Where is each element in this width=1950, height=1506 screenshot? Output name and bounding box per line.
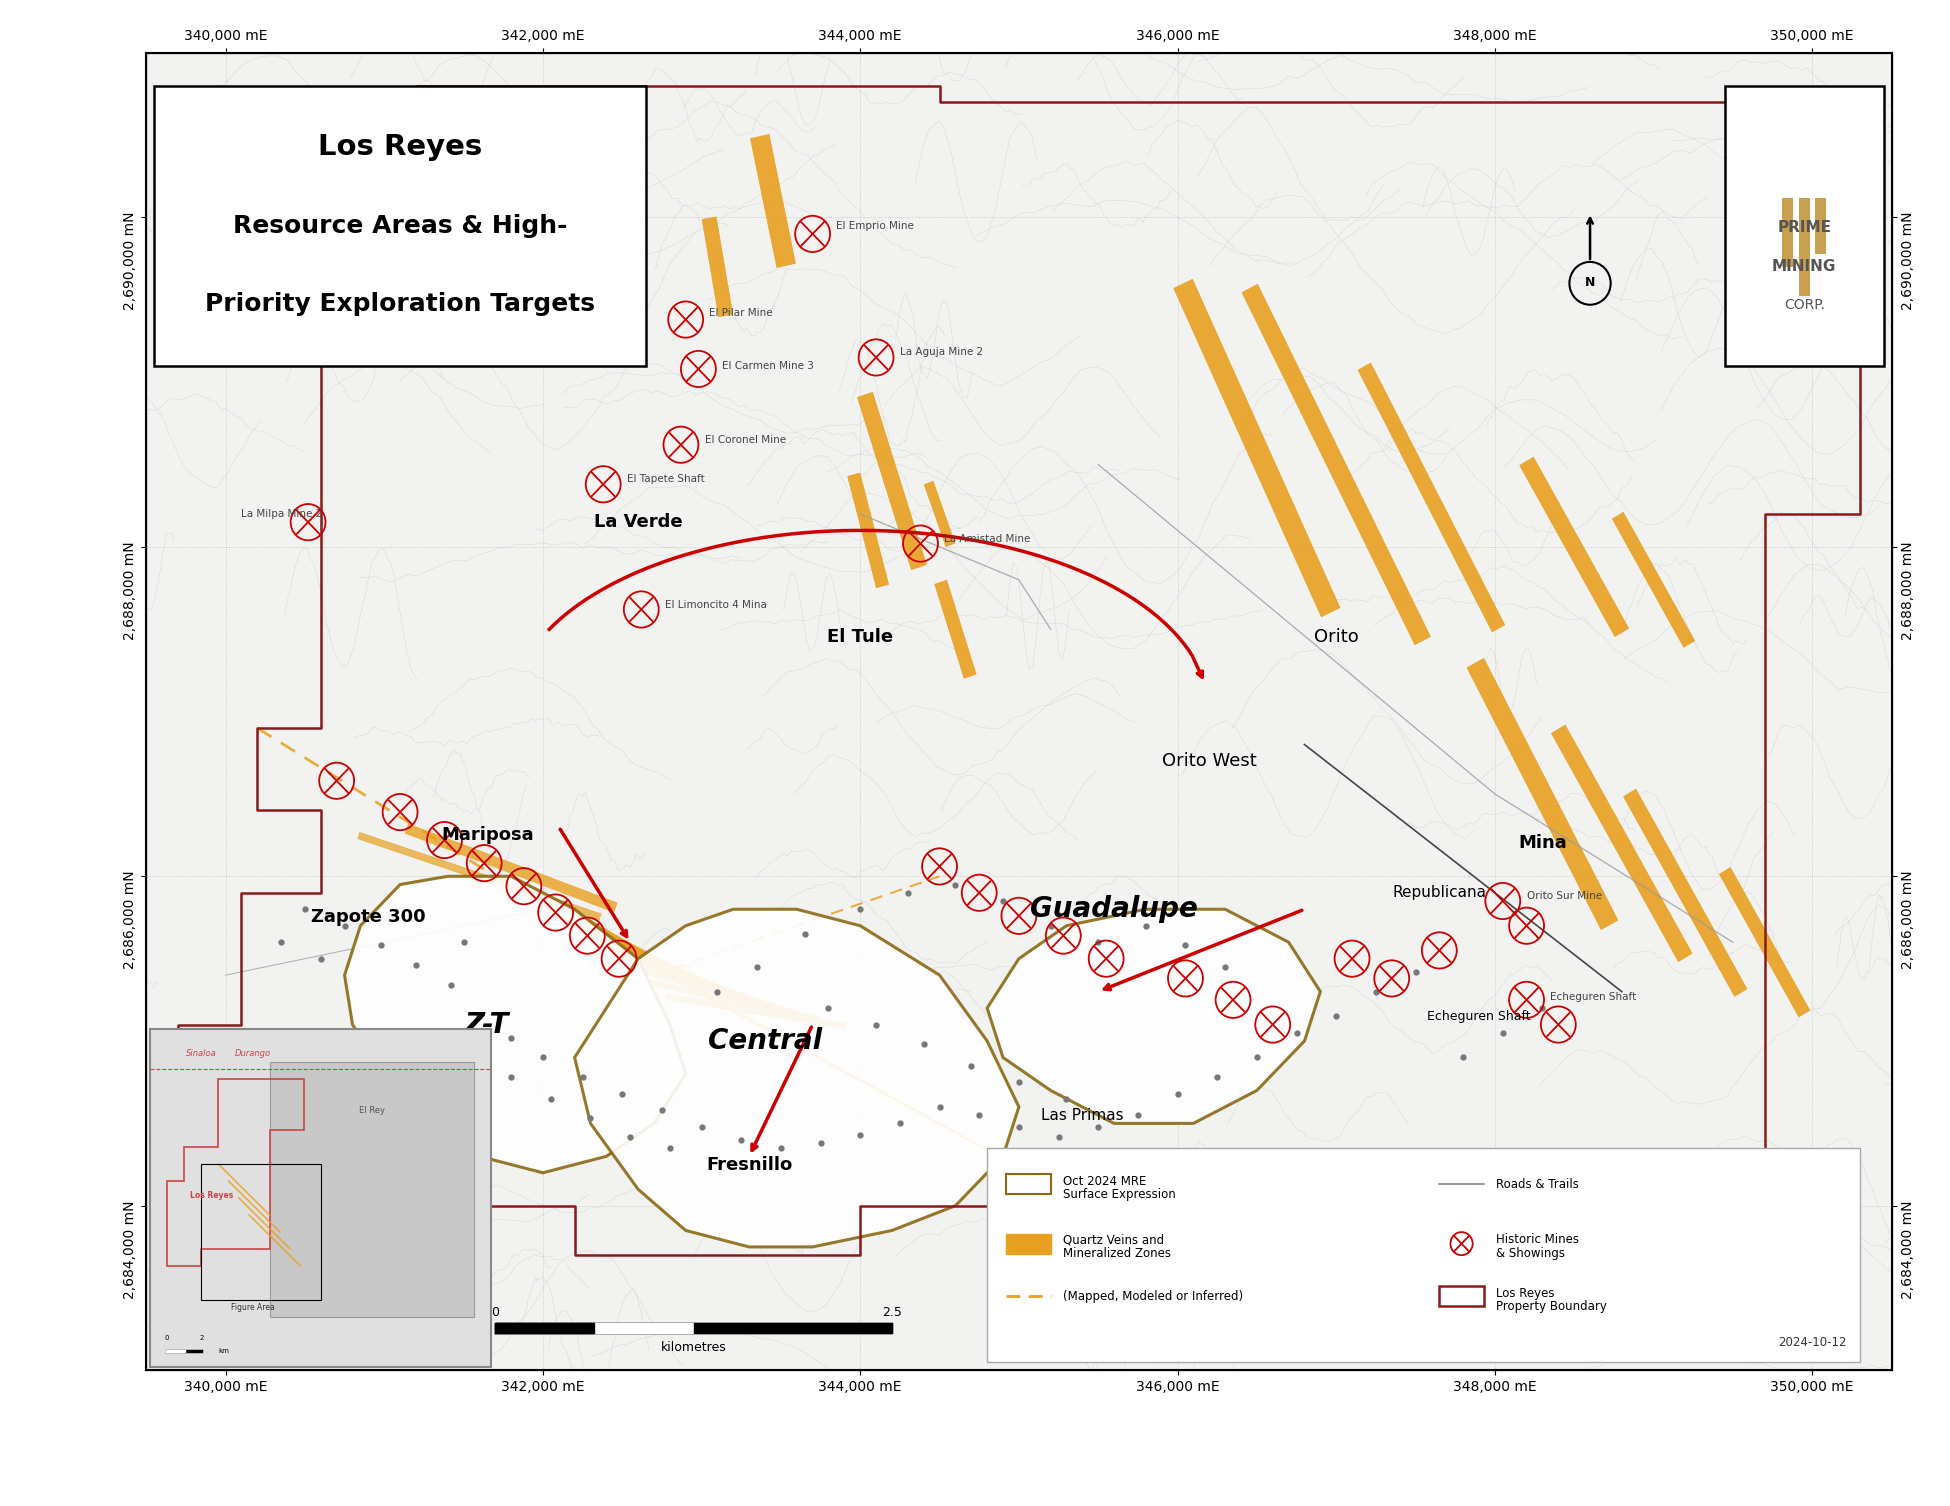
Polygon shape: [987, 910, 1320, 1123]
Text: Property Boundary: Property Boundary: [1496, 1300, 1607, 1313]
Text: Roads & Trails: Roads & Trails: [1496, 1178, 1580, 1191]
Text: Sinaloa: Sinaloa: [185, 1048, 216, 1057]
Text: Surface Expression: Surface Expression: [1063, 1188, 1176, 1200]
Text: Orito West: Orito West: [1162, 751, 1256, 770]
Text: Mineralized Zones: Mineralized Zones: [1063, 1247, 1172, 1261]
Polygon shape: [934, 580, 977, 678]
Text: La Verde: La Verde: [595, 514, 682, 532]
Polygon shape: [1357, 363, 1505, 633]
Text: El Emprio Mine: El Emprio Mine: [837, 221, 915, 230]
Text: 0: 0: [491, 1306, 499, 1319]
Text: Historic Mines: Historic Mines: [1496, 1233, 1580, 1245]
Text: N: N: [1585, 276, 1595, 289]
Text: CORP.: CORP.: [1784, 298, 1825, 312]
Text: Los Reyes: Los Reyes: [318, 133, 482, 161]
Text: PRIME: PRIME: [1776, 220, 1831, 235]
Text: El Pilar Mine: El Pilar Mine: [710, 307, 772, 318]
Text: La Amistad Mine: La Amistad Mine: [944, 533, 1032, 544]
Text: La Aguja Mine 2: La Aguja Mine 2: [899, 348, 983, 357]
Polygon shape: [1624, 789, 1747, 997]
Bar: [1439, 1286, 1484, 1306]
Polygon shape: [924, 482, 956, 547]
Polygon shape: [1242, 285, 1431, 645]
Polygon shape: [575, 910, 1018, 1247]
Text: MINING: MINING: [1773, 259, 1837, 274]
Polygon shape: [848, 473, 889, 587]
Bar: [201, 1164, 320, 1300]
Text: Fresnillo: Fresnillo: [706, 1155, 792, 1173]
Text: 2024-10-12: 2024-10-12: [1778, 1336, 1847, 1349]
Polygon shape: [345, 876, 686, 1173]
Polygon shape: [406, 824, 616, 913]
Bar: [1006, 1233, 1051, 1253]
Polygon shape: [1466, 658, 1618, 929]
Text: km: km: [218, 1348, 230, 1354]
Polygon shape: [702, 217, 733, 316]
Text: Zapote 300: Zapote 300: [312, 908, 425, 926]
Text: Orito: Orito: [1314, 628, 1359, 646]
Polygon shape: [1720, 867, 1810, 1017]
Polygon shape: [622, 953, 774, 1011]
Text: Orito Sur Mine: Orito Sur Mine: [1527, 892, 1601, 901]
Polygon shape: [636, 967, 800, 1017]
Text: Las Primas: Las Primas: [1041, 1107, 1123, 1122]
Text: El Carmen Mine 3: El Carmen Mine 3: [722, 360, 813, 370]
Text: El Limoncito 4 Mina: El Limoncito 4 Mina: [665, 599, 766, 610]
Text: Los Reyes: Los Reyes: [1496, 1286, 1554, 1300]
Text: Los Reyes: Los Reyes: [189, 1191, 234, 1200]
Text: Oct 2024 MRE: Oct 2024 MRE: [1063, 1175, 1147, 1188]
Text: Z-T: Z-T: [466, 1011, 509, 1039]
Text: (Mapped, Modeled or Inferred): (Mapped, Modeled or Inferred): [1063, 1289, 1244, 1303]
Bar: [1815, 197, 1827, 253]
Text: Mariposa: Mariposa: [441, 827, 534, 845]
Text: Echeguren Shaft: Echeguren Shaft: [1550, 991, 1636, 1001]
Polygon shape: [579, 917, 702, 986]
Polygon shape: [1552, 724, 1693, 962]
Text: Central: Central: [708, 1027, 823, 1056]
Text: & Showings: & Showings: [1496, 1247, 1566, 1261]
Polygon shape: [595, 929, 727, 995]
Bar: [1006, 1175, 1051, 1194]
Text: Quartz Veins and: Quartz Veins and: [1063, 1233, 1164, 1247]
Polygon shape: [651, 980, 823, 1023]
Text: La Milpa Mine 2: La Milpa Mine 2: [242, 509, 322, 520]
Text: Republicana: Republicana: [1392, 886, 1486, 901]
Bar: [1726, 86, 1884, 366]
Polygon shape: [665, 994, 846, 1029]
Text: Resource Areas & High-: Resource Areas & High-: [232, 214, 567, 238]
Text: El Coronel Mine: El Coronel Mine: [704, 435, 786, 444]
Polygon shape: [751, 134, 796, 268]
Text: 2.5: 2.5: [881, 1306, 903, 1319]
Text: El Rey: El Rey: [359, 1107, 384, 1116]
Text: Figure Area: Figure Area: [230, 1303, 275, 1312]
Text: Echeguren Shaft: Echeguren Shaft: [1427, 1011, 1531, 1023]
Text: Durango: Durango: [234, 1048, 271, 1057]
Text: kilometres: kilometres: [661, 1340, 727, 1354]
Polygon shape: [1519, 458, 1628, 637]
Bar: [1798, 197, 1810, 297]
Polygon shape: [357, 833, 601, 920]
Bar: [154, 86, 645, 366]
Text: El Tule: El Tule: [827, 628, 893, 646]
Text: Priority Exploration Targets: Priority Exploration Targets: [205, 292, 595, 316]
Bar: [987, 1148, 1860, 1363]
Text: Mina: Mina: [1517, 834, 1566, 852]
Polygon shape: [1174, 279, 1340, 617]
Polygon shape: [1613, 512, 1695, 648]
Text: 0: 0: [166, 1336, 170, 1342]
Bar: [269, 1063, 474, 1316]
Text: 2: 2: [199, 1336, 203, 1342]
Text: El Tapete Shaft: El Tapete Shaft: [628, 474, 704, 485]
Bar: [1782, 197, 1794, 267]
Polygon shape: [608, 941, 751, 1003]
Polygon shape: [566, 907, 679, 977]
Polygon shape: [858, 392, 926, 569]
Text: Guadalupe: Guadalupe: [1030, 895, 1197, 923]
